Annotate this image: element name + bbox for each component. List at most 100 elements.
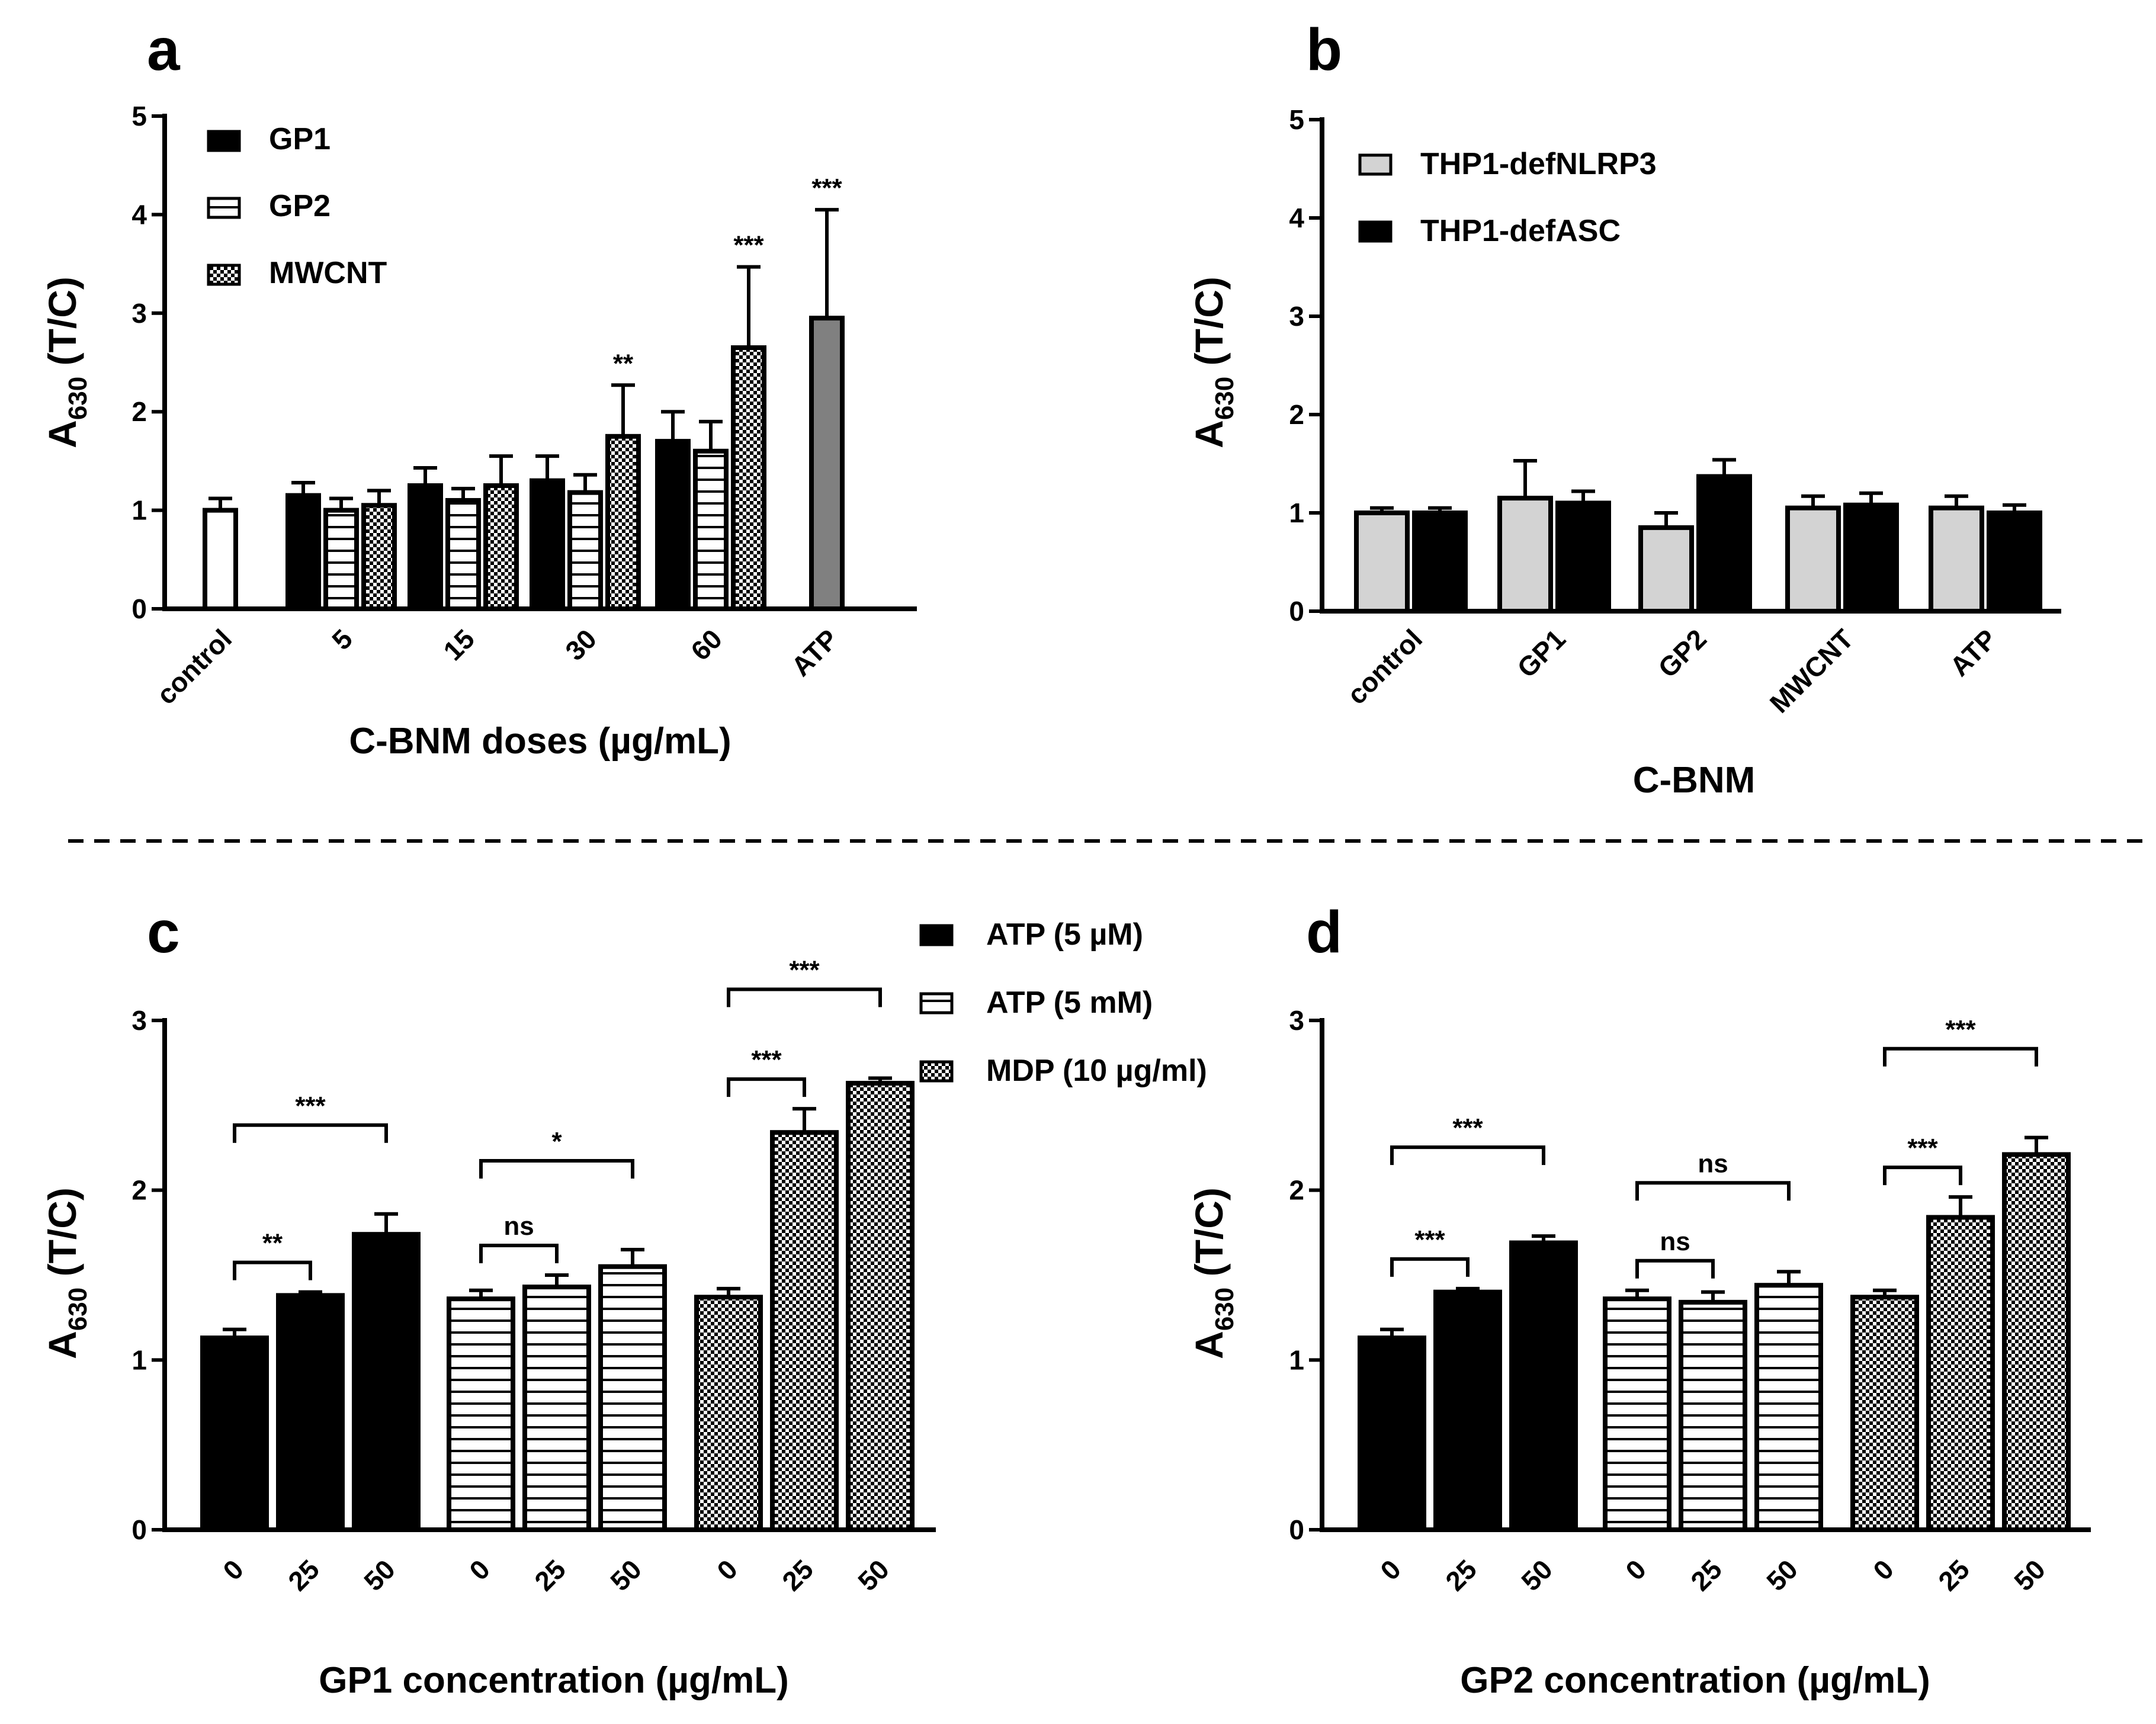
x-tick-label: GP2 <box>1652 623 1712 683</box>
y-tick-label: 2 <box>1289 1175 1304 1206</box>
bar <box>1354 511 1410 614</box>
y-tick-label: 1 <box>131 495 147 526</box>
significance-bracket <box>233 1123 388 1143</box>
significance-label: * <box>551 1127 562 1156</box>
bar <box>1555 500 1611 614</box>
y-tick-label: 1 <box>1289 1344 1304 1375</box>
significance-label: ** <box>262 1229 283 1258</box>
bar <box>1754 1283 1823 1532</box>
significance-label: *** <box>1907 1134 1938 1163</box>
bar <box>530 478 565 611</box>
bar <box>1929 505 1984 614</box>
x-tick-label: 50 <box>1515 1553 1558 1597</box>
legend-swatch <box>919 924 954 946</box>
x-tick-label: ATP <box>1944 623 2003 682</box>
y-axis-title: A630 (T/C) <box>1187 1187 1239 1359</box>
bar <box>1358 1335 1426 1532</box>
x-axis-title: GP2 concentration (µg/mL) <box>1460 1660 1930 1701</box>
bar <box>1509 1240 1578 1533</box>
x-axis-title: GP1 concentration (µg/mL) <box>319 1660 789 1701</box>
legend-swatch <box>919 1060 954 1083</box>
significance-bracket <box>1883 1166 1962 1186</box>
legend-swatch <box>1358 153 1393 176</box>
legend-swatch <box>207 264 241 286</box>
bar <box>1679 1299 1747 1533</box>
bar <box>770 1130 839 1532</box>
bar <box>1433 1289 1502 1533</box>
significance-label: ns <box>1698 1149 1728 1178</box>
bar <box>285 493 321 612</box>
bar <box>655 439 691 611</box>
y-axis-title: A630 (T/C) <box>40 1187 92 1359</box>
x-tick-label: 25 <box>282 1553 325 1597</box>
bar <box>693 448 729 611</box>
significance-label: *** <box>1452 1113 1483 1142</box>
bar <box>352 1232 421 1532</box>
x-tick-label: GP1 <box>1511 623 1571 683</box>
y-tick-label: 3 <box>131 1005 147 1036</box>
panel-letter: b <box>1306 17 1342 83</box>
bar <box>445 497 481 612</box>
bar <box>203 508 238 611</box>
x-tick-label: 50 <box>2008 1553 2051 1597</box>
x-axis-title: C-BNM doses (µg/mL) <box>349 721 731 762</box>
bar <box>408 483 443 611</box>
bar <box>323 508 359 611</box>
y-tick-label: 3 <box>131 298 147 329</box>
x-tick-label: 30 <box>559 623 602 666</box>
x-tick-label: 0 <box>1867 1553 1900 1586</box>
y-tick-label: 5 <box>131 101 147 131</box>
panel-b: b 0 1 2 3 4 5 A630 (T/C) control GP1 GP2 MWCNT ATP C-… <box>1187 17 2061 801</box>
legend-swatch <box>207 130 241 152</box>
bar <box>1785 505 1841 614</box>
legend-label: GP2 <box>269 189 331 223</box>
significance-label: ns <box>1660 1227 1690 1256</box>
x-tick-label: 0 <box>1374 1553 1407 1586</box>
y-tick-label: 1 <box>131 1344 147 1375</box>
bar <box>605 434 641 611</box>
significance-bracket <box>1635 1181 1791 1201</box>
significance-label: ns <box>503 1212 534 1241</box>
y-tick-label: 0 <box>131 1514 147 1545</box>
bar <box>1603 1296 1671 1532</box>
bar <box>2002 1152 2071 1532</box>
y-tick-label: 4 <box>131 199 147 230</box>
x-tick-label: 5 <box>326 623 358 656</box>
bar <box>694 1295 763 1532</box>
x-tick-label: 50 <box>1760 1553 1804 1597</box>
x-tick-label: 15 <box>437 623 480 666</box>
legend-label: MWCNT <box>269 256 387 290</box>
bar <box>1638 525 1694 614</box>
x-tick-label: control <box>150 623 238 710</box>
significance-label: *** <box>811 174 842 203</box>
y-axis-title: A630 (T/C) <box>40 277 92 448</box>
bar <box>1987 511 2042 614</box>
y-tick-label: 5 <box>1289 104 1304 135</box>
x-tick-label: 25 <box>528 1553 572 1597</box>
legend-label: GP1 <box>269 122 331 156</box>
legend-label: THP1-defASC <box>1420 214 1621 248</box>
y-tick-label: 1 <box>1289 497 1304 528</box>
y-tick-label: 0 <box>1289 596 1304 627</box>
bar <box>567 490 603 612</box>
bar <box>1926 1215 1995 1533</box>
x-tick-label: 50 <box>604 1553 647 1597</box>
x-tick-label: 0 <box>1619 1553 1652 1586</box>
x-tick-label: 25 <box>776 1553 819 1597</box>
legend-label: ATP (5 µM) <box>986 917 1143 952</box>
bar <box>1412 511 1468 614</box>
y-tick-label: 2 <box>131 396 147 427</box>
x-tick-label: 0 <box>711 1553 743 1586</box>
bar <box>1696 474 1752 614</box>
x-tick-label: 0 <box>463 1553 496 1586</box>
x-tick-label: 50 <box>852 1553 895 1597</box>
x-tick-label: 25 <box>1932 1553 1975 1597</box>
legend-label: MDP (10 µg/ml) <box>986 1054 1207 1088</box>
significance-bracket <box>1390 1145 1545 1166</box>
bar <box>846 1081 915 1532</box>
legend-swatch <box>919 992 954 1015</box>
x-axis-title: C-BNM <box>1633 760 1756 801</box>
significance-label: *** <box>1945 1015 1976 1044</box>
